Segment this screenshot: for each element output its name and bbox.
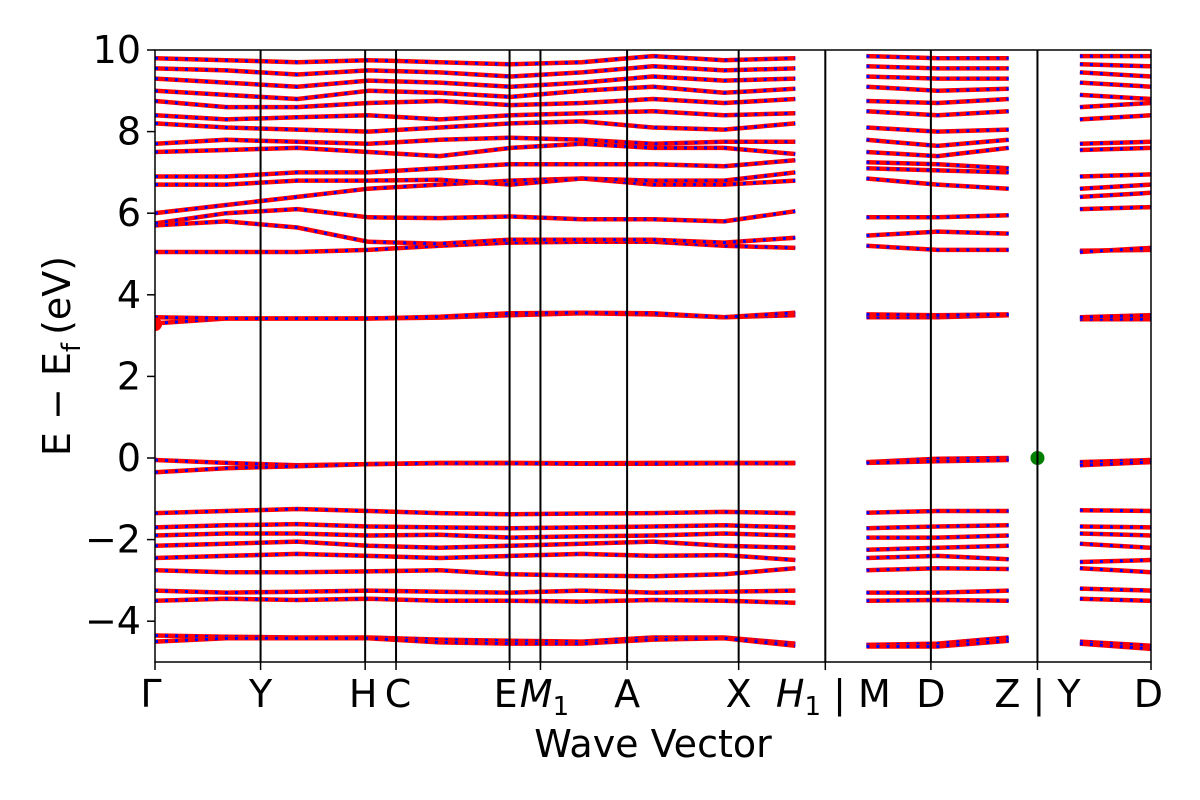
band-15-spin-up xyxy=(155,239,1151,255)
band-6-spin-up xyxy=(155,551,1151,565)
x-tick-label: Y xyxy=(248,672,273,716)
kpoint-separators xyxy=(259,50,1039,662)
band-5-spin-down xyxy=(155,566,1151,578)
band-19-spin-down xyxy=(155,166,1151,191)
y-axis-ticks: 10 8 6 4 2 0 −2 −4 xyxy=(85,28,155,643)
x-tick-label: A xyxy=(614,672,640,716)
x-tick-label: H xyxy=(349,672,378,716)
band-3-spin-down xyxy=(155,587,1151,595)
band-9-spin-down xyxy=(155,522,1151,530)
x-tick-label: D xyxy=(916,672,945,716)
band-20-spin-down xyxy=(155,158,1151,178)
y-tick-label: 4 xyxy=(117,273,141,317)
band-4-spin-up xyxy=(155,596,1151,606)
x-tick-label: C xyxy=(385,672,412,716)
band-12-spin-down xyxy=(155,458,1151,474)
y-tick-label: −2 xyxy=(85,518,141,562)
band-22-spin-up xyxy=(155,135,1151,149)
band-14-spin-down xyxy=(155,311,1151,320)
band-29-spin-up xyxy=(155,53,1151,67)
plot-area xyxy=(155,53,1151,652)
band-7-spin-up xyxy=(155,539,1151,553)
band-6-spin-down xyxy=(155,552,1151,564)
band-25-spin-down xyxy=(155,93,1151,109)
conduction-band-minimum-marker xyxy=(155,317,162,332)
y-tick-label: 8 xyxy=(117,110,141,154)
band-10-spin-down xyxy=(155,507,1151,516)
band-12-spin-up xyxy=(155,457,1151,475)
band-5-spin-up xyxy=(155,565,1151,579)
band-10-spin-up xyxy=(155,506,1151,517)
x-axis-ticks: Γ Y H C E M1 A X H1 | M D Z | Y D xyxy=(140,662,1163,722)
x-tick-label: D xyxy=(1134,672,1163,716)
band-16-spin-up xyxy=(155,219,1151,255)
band-8-spin-up xyxy=(155,531,1151,540)
band-17-spin-down xyxy=(155,205,1151,225)
band-26-spin-down xyxy=(155,81,1151,101)
x-tick-label: X xyxy=(726,672,752,716)
x-tick-label: Γ xyxy=(140,672,161,716)
band-4-spin-down xyxy=(155,597,1151,605)
x-tick-label: E xyxy=(494,672,518,716)
y-tick-label: 10 xyxy=(93,28,141,72)
band-7-spin-down xyxy=(155,540,1151,552)
x-tick-label: H1 | M xyxy=(776,672,891,722)
band-16-spin-down xyxy=(155,219,1151,254)
band-8-spin-down xyxy=(155,531,1151,540)
band-9-spin-up xyxy=(155,521,1151,531)
x-tick-label: M1 xyxy=(520,672,569,722)
band-22-spin-down xyxy=(155,136,1151,148)
band-2-spin-up xyxy=(155,636,1151,652)
band-27-spin-down xyxy=(155,70,1151,89)
x-axis-label: Wave Vector xyxy=(534,722,772,766)
band-24-spin-down xyxy=(155,101,1151,121)
x-tick-label: Z | Y xyxy=(994,672,1081,717)
band-21-spin-down xyxy=(155,142,1151,158)
y-axis-label: E − Ef(eV) xyxy=(35,256,87,456)
band-2-spin-down xyxy=(155,636,1151,651)
y-tick-label: −4 xyxy=(85,599,141,643)
band-23-spin-down xyxy=(155,113,1151,134)
band-3-spin-up xyxy=(155,586,1151,595)
axes-frame xyxy=(154,49,1152,663)
y-tick-label: 2 xyxy=(117,354,141,398)
band-29-spin-down xyxy=(155,54,1151,66)
band-28-spin-down xyxy=(155,62,1151,79)
y-tick-label: 0 xyxy=(117,436,141,480)
y-tick-label: 6 xyxy=(117,191,141,235)
